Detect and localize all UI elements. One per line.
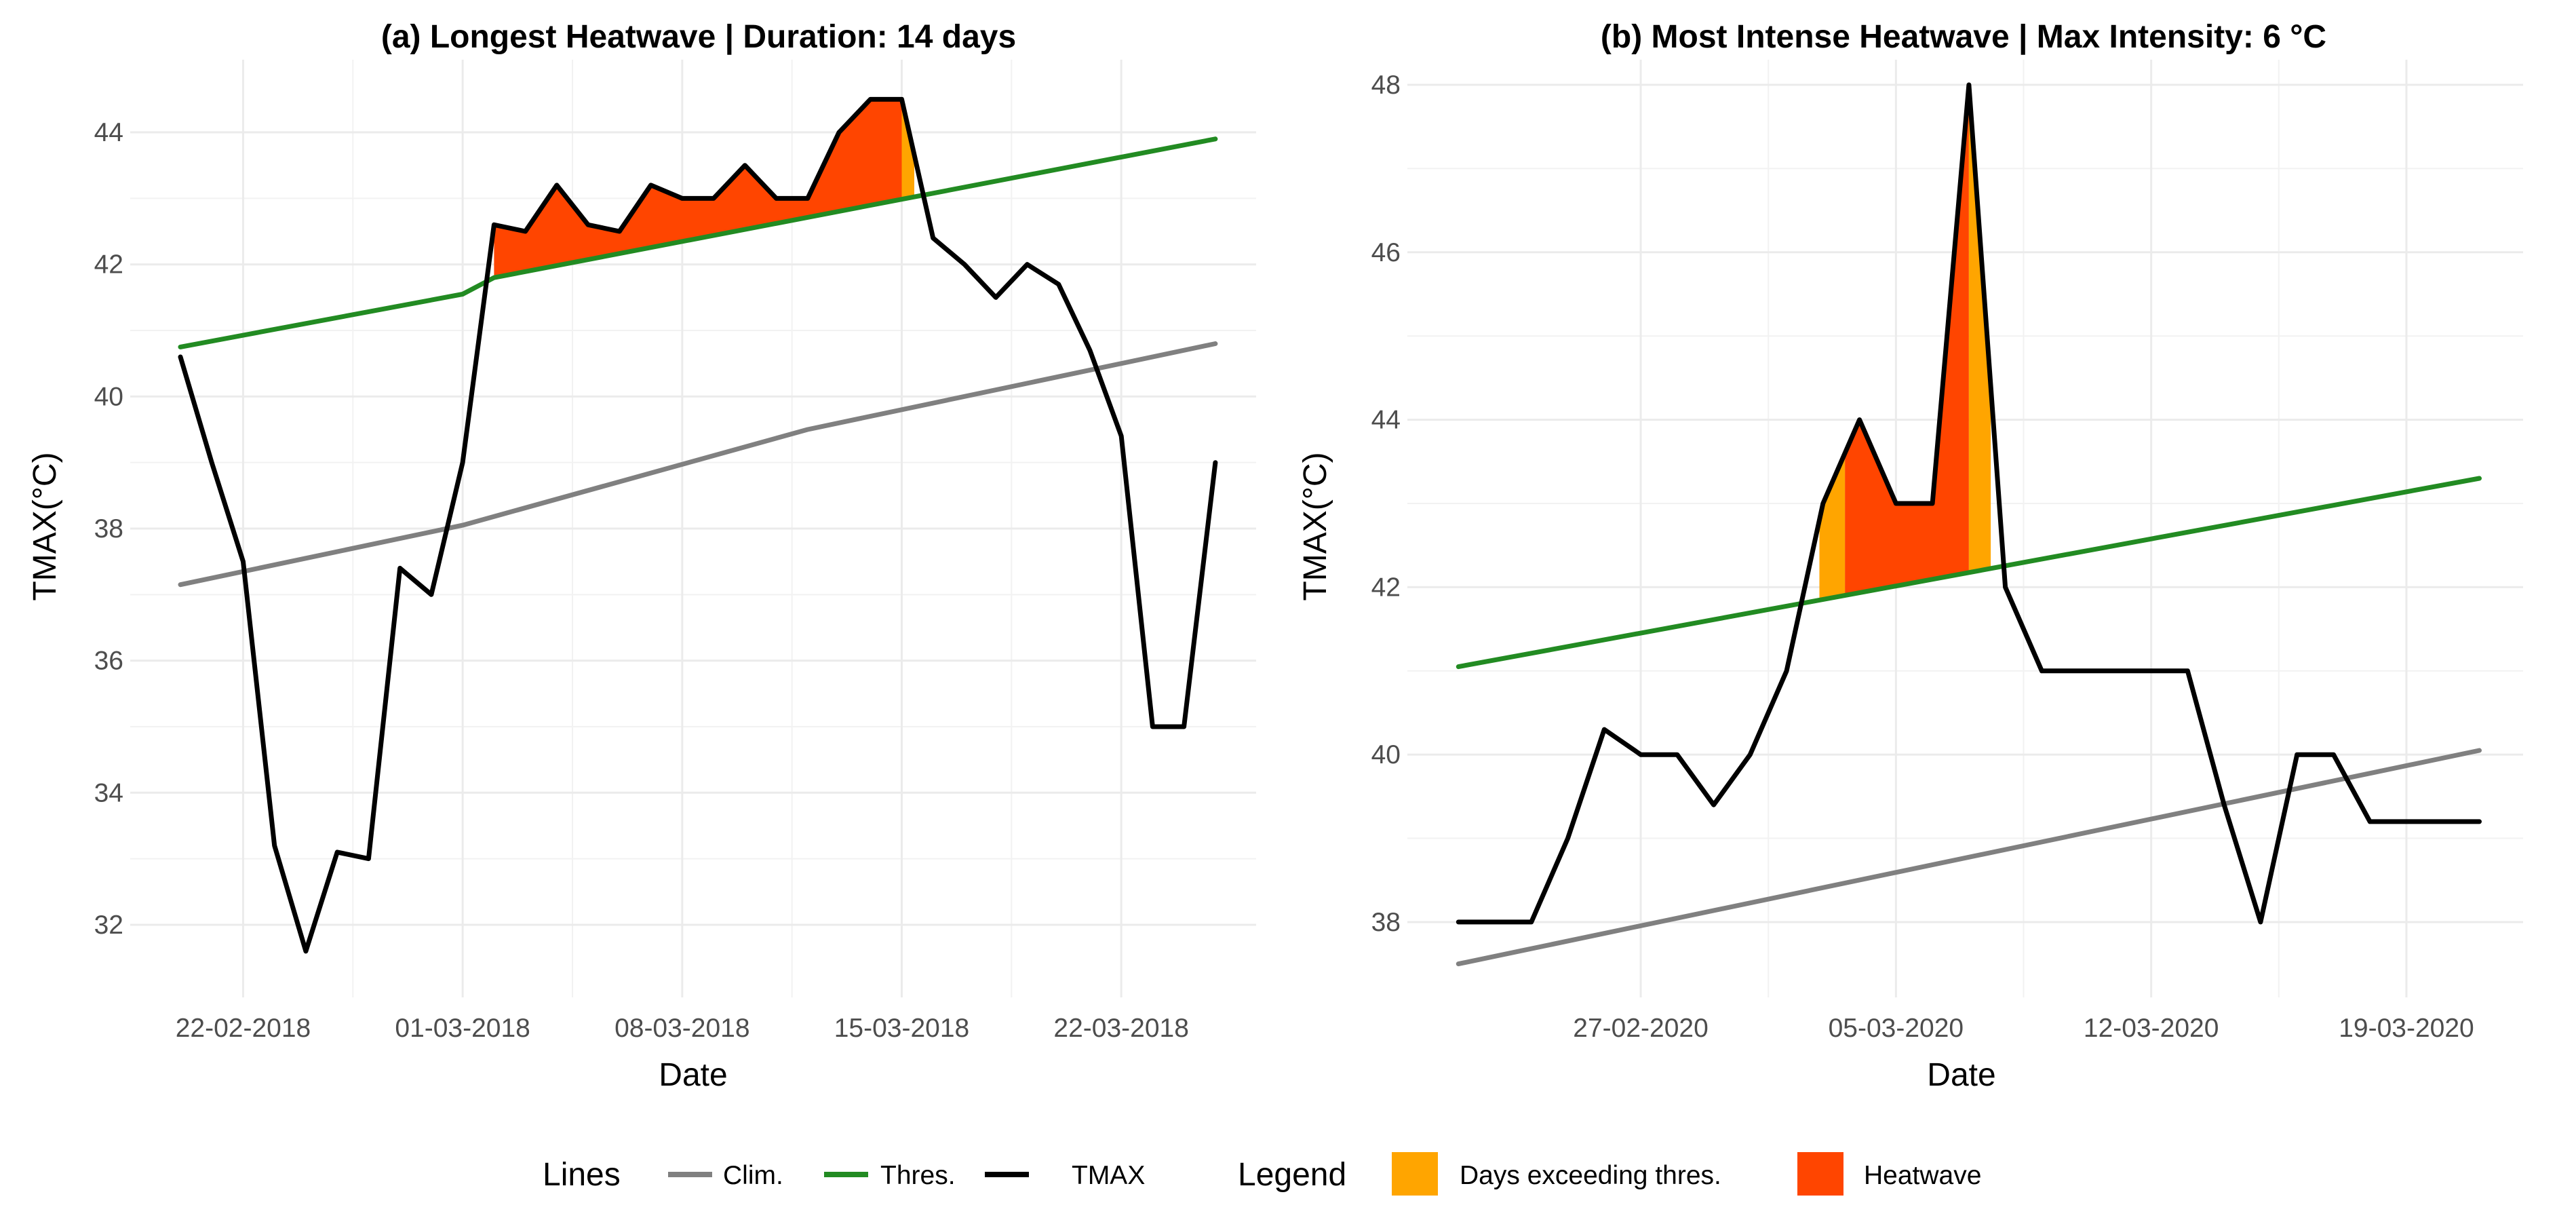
series-line-tmax (178, 96, 1218, 954)
panel-a-fills (494, 99, 914, 278)
y-tick-label: 40 (1371, 740, 1401, 769)
y-tick-label: 44 (94, 118, 123, 147)
legend: Lines Clim. Thres. TMAX Legend Days exce… (543, 1152, 1981, 1196)
y-tick-label: 46 (1371, 238, 1401, 267)
exceed-area (1968, 85, 1991, 573)
panel-b-lines (1456, 82, 2482, 967)
y-tick-label: 42 (94, 250, 123, 280)
x-tick-label: 27-02-2020 (1573, 1014, 1709, 1043)
series-line-clim (1456, 748, 2482, 967)
panel-a-tick-labels: 32 34 36 38 40 42 44 22-02-2018 01-03-2018 08-03-… (94, 118, 1189, 1043)
panel-b-chart: 38 40 42 44 46 48 27-02-2020 05-03-2020 12-03-20… (1297, 19, 2523, 1093)
panel-a-title: (a) Longest Heatwave | Duration: 14 days (381, 19, 1016, 55)
series-line-clim (178, 341, 1218, 588)
x-tick-label: 22-02-2018 (176, 1014, 311, 1043)
panel-b-fills (1819, 85, 1991, 600)
x-tick-label: 15-03-2018 (834, 1014, 970, 1043)
panel-b-x-axis-title: Date (1927, 1057, 1995, 1093)
legend-tmax-label: TMAX (1072, 1161, 1145, 1190)
legend-exceed-swatch (1392, 1152, 1438, 1196)
series-line-thres (1456, 476, 2482, 670)
series-line-tmax (1456, 82, 2482, 925)
y-tick-label: 40 (94, 382, 123, 411)
legend-clim-label: Clim. (723, 1161, 783, 1190)
heatwave-area (1845, 85, 1969, 596)
panel-a-lines (178, 96, 1218, 954)
y-tick-label: 38 (94, 514, 123, 543)
legend-thres-label: Thres. (880, 1161, 956, 1190)
x-tick-label: 01-03-2018 (395, 1014, 530, 1043)
x-tick-label: 12-03-2020 (2084, 1014, 2219, 1043)
exceed-area (1819, 453, 1846, 600)
panel-b-title: (b) Most Intense Heatwave | Max Intensit… (1601, 19, 2326, 55)
legend-exceed-label: Days exceeding thres. (1460, 1161, 1721, 1190)
x-tick-label: 05-03-2020 (1829, 1014, 1964, 1043)
panel-a-x-axis-title: Date (659, 1057, 727, 1093)
y-tick-label: 36 (94, 647, 123, 676)
legend-fill-title: Legend (1238, 1157, 1346, 1193)
panel-b-y-axis-title: TMAX(°C) (1297, 452, 1333, 600)
panel-b-tick-labels: 38 40 42 44 46 48 27-02-2020 05-03-2020 12-03-20… (1371, 71, 2474, 1043)
series-line-thres (178, 136, 1218, 349)
legend-heatwave-label: Heatwave (1864, 1161, 1981, 1190)
y-tick-label: 48 (1371, 71, 1401, 100)
panel-a-y-axis-title: TMAX(°C) (27, 452, 63, 600)
x-tick-label: 22-03-2018 (1053, 1014, 1189, 1043)
x-tick-label: 08-03-2018 (614, 1014, 750, 1043)
panel-a-chart: 32 34 36 38 40 42 44 22-02-2018 01-03-2018 08-03-… (27, 19, 1256, 1093)
y-tick-label: 44 (1371, 406, 1401, 435)
heatwave-area (494, 99, 902, 278)
y-tick-label: 34 (94, 778, 123, 807)
legend-lines-title: Lines (543, 1157, 621, 1193)
exceed-area (901, 99, 914, 199)
x-tick-label: 19-03-2020 (2339, 1014, 2474, 1043)
y-tick-label: 42 (1371, 573, 1401, 602)
legend-heatwave-swatch (1797, 1152, 1843, 1196)
panel-a-gridlines (130, 60, 1256, 997)
y-tick-label: 38 (1371, 908, 1401, 937)
y-tick-label: 32 (94, 911, 123, 940)
